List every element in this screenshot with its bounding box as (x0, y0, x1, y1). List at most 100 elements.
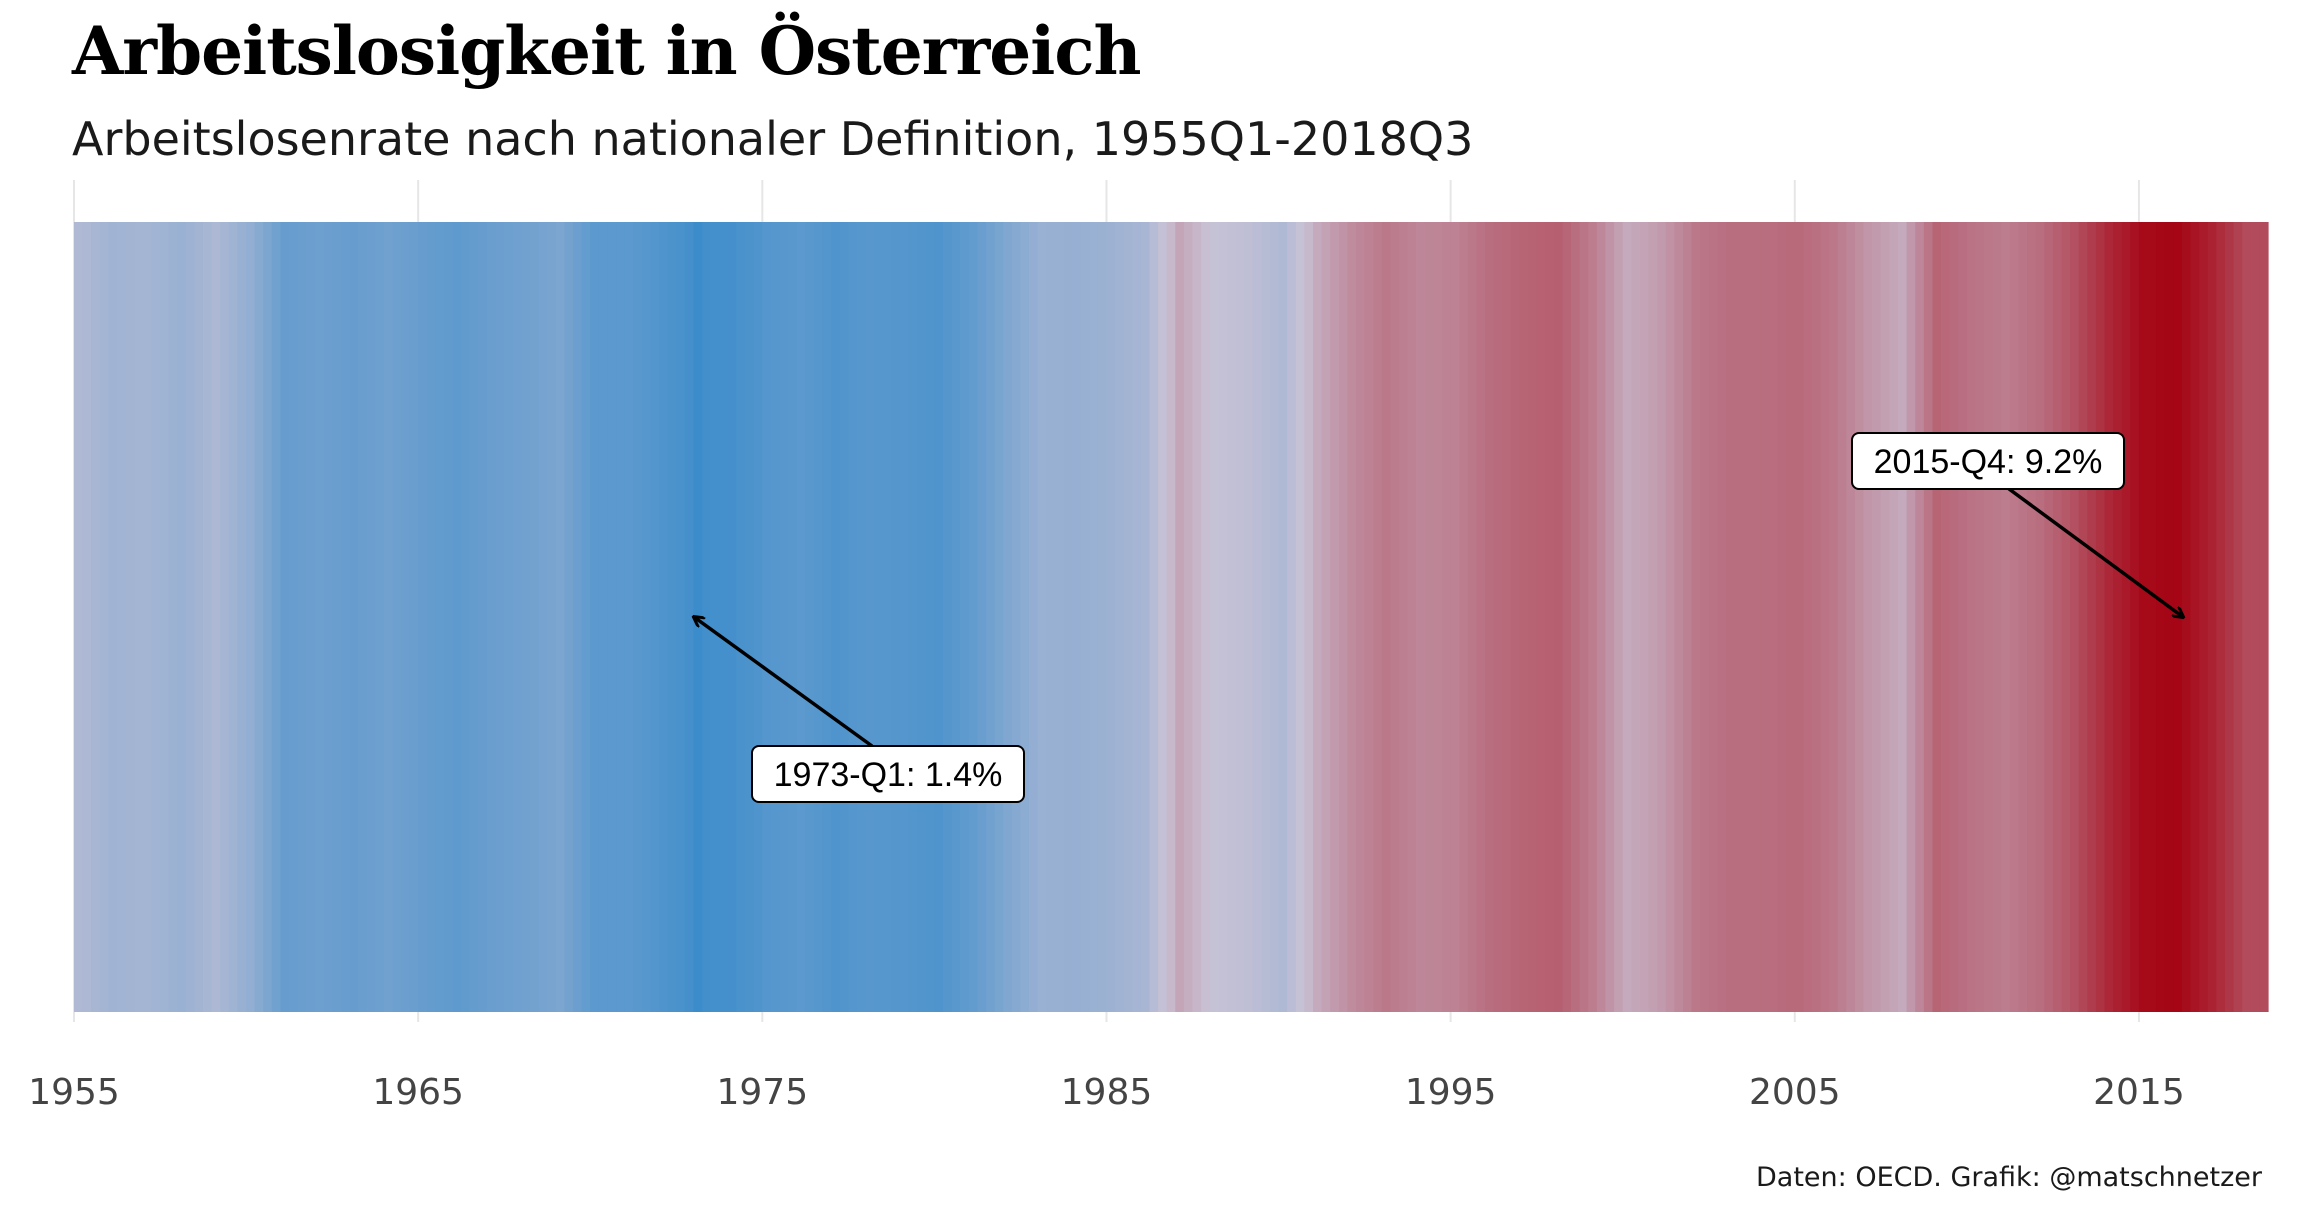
stripe-1984.750 (1097, 222, 1108, 1012)
stripe-2011.250 (2009, 222, 2020, 1012)
stripe-1996.000 (1485, 222, 1495, 1012)
stripe-2018.000 (2242, 222, 2252, 1012)
stripe-1988.250 (1218, 222, 1228, 1012)
stripe-1977.000 (831, 222, 841, 1012)
stripe-1999.500 (1605, 222, 1615, 1012)
stripe-1969.750 (581, 222, 591, 1012)
stripe-1974.500 (745, 222, 755, 1012)
x-axis-ticks: 1955 1965 1975 1985 1995 2005 2015 (28, 1072, 2185, 1113)
stripe-1969.250 (564, 222, 574, 1012)
stripe-1991.250 (1321, 222, 1331, 1012)
stripe-2000.750 (1648, 222, 1658, 1012)
stripe-1971.750 (650, 222, 660, 1012)
annotation-box-2015 (1851, 432, 2125, 490)
stripe-1974.250 (736, 222, 746, 1012)
stripe-1958.750 (203, 222, 213, 1012)
x-tick-label-1955: 1955 (28, 1072, 120, 1113)
stripe-1956.250 (117, 222, 127, 1012)
stripe-1991.750 (1338, 222, 1348, 1012)
stripe-2011.000 (2001, 222, 2011, 1012)
stripe-1973.500 (710, 222, 720, 1012)
stripe-2005.250 (1803, 222, 1813, 1012)
stripe-2004.000 (1760, 222, 1770, 1012)
stripe-1986.250 (1149, 222, 1159, 1012)
x-tick-label-1975: 1975 (717, 1072, 809, 1113)
stripe-1979.000 (899, 222, 910, 1012)
stripe-1964.250 (392, 222, 402, 1012)
stripe-1987.000 (1175, 222, 1185, 1012)
stripe-1959.000 (211, 222, 221, 1012)
stripe-1963.500 (366, 222, 376, 1012)
stripe-1994.250 (1424, 222, 1435, 1012)
stripe-1976.500 (813, 222, 824, 1012)
stripe-2012.000 (2035, 222, 2045, 1012)
stripe-2000.250 (1631, 222, 1641, 1012)
stripe-1982.250 (1011, 222, 1022, 1012)
stripe-1975.500 (779, 222, 789, 1012)
stripe-1985.750 (1132, 222, 1142, 1012)
stripe-1983.250 (1046, 222, 1056, 1012)
stripe-1993.500 (1399, 222, 1409, 1012)
stripe-2001.250 (1665, 222, 1675, 1012)
stripe-2018.250 (2250, 222, 2260, 1012)
stripe-1968.000 (521, 222, 531, 1012)
stripe-1955.250 (82, 222, 92, 1012)
stripe-1989.250 (1252, 222, 1262, 1012)
stripe-1990.000 (1278, 222, 1288, 1012)
stripe-1960.250 (254, 222, 264, 1012)
stripe-1959.250 (220, 222, 230, 1012)
stripe-1965.250 (426, 222, 436, 1012)
annotation-box-1973 (751, 745, 1025, 803)
x-tick-label-1985: 1985 (1061, 1072, 1153, 1113)
stripe-1990.750 (1304, 222, 1314, 1012)
stripe-1973.750 (719, 222, 729, 1012)
stripe-1992.750 (1373, 222, 1383, 1012)
stripe-1989.750 (1269, 222, 1280, 1012)
stripe-group (74, 222, 2269, 1012)
stripe-1992.500 (1364, 222, 1374, 1012)
stripe-2015.750 (2164, 222, 2174, 1012)
stripe-1970.000 (590, 222, 600, 1012)
stripe-1973.250 (702, 222, 712, 1012)
stripe-1989.000 (1244, 222, 1254, 1012)
stripe-1984.500 (1089, 222, 1099, 1012)
x-tick-label-1995: 1995 (1405, 1072, 1497, 1113)
stripe-1967.000 (486, 222, 497, 1012)
stripe-2017.750 (2233, 222, 2243, 1012)
stripe-2009.500 (1949, 222, 1959, 1012)
annotation-arrow-2015 (2003, 484, 2183, 617)
stripe-1987.500 (1192, 222, 1202, 1012)
stripe-2003.000 (1725, 222, 1736, 1012)
stripe-2008.250 (1906, 222, 1916, 1012)
stripe-2006.250 (1837, 222, 1848, 1012)
stripe-2010.750 (1992, 222, 2002, 1012)
stripe-1983.750 (1063, 222, 1073, 1012)
stripe-1966.000 (452, 222, 462, 1012)
stripe-1976.000 (796, 222, 806, 1012)
stripe-2007.750 (1889, 222, 1899, 1012)
stripe-1965.500 (435, 222, 445, 1012)
stripe-1988.500 (1226, 222, 1237, 1012)
stripe-2016.750 (2199, 222, 2209, 1012)
stripe-1958.500 (194, 222, 204, 1012)
stripe-1962.750 (340, 222, 350, 1012)
stripe-2014.000 (2104, 222, 2114, 1012)
stripe-1955.500 (91, 222, 101, 1012)
stripe-2017.500 (2224, 222, 2235, 1012)
stripe-2010.250 (1975, 222, 1985, 1012)
stripe-2007.250 (1872, 222, 1882, 1012)
stripe-2000.500 (1639, 222, 1650, 1012)
stripe-1981.250 (977, 222, 987, 1012)
stripe-1987.250 (1183, 222, 1194, 1012)
stripe-1987.750 (1201, 222, 1211, 1012)
stripe-1970.750 (616, 222, 626, 1012)
stripe-1981.750 (994, 222, 1004, 1012)
stripe-1968.500 (538, 222, 548, 1012)
stripe-2017.000 (2207, 222, 2217, 1012)
stripe-1964.500 (400, 222, 411, 1012)
stripe-2013.750 (2095, 222, 2106, 1012)
x-tick-label-1965: 1965 (372, 1072, 464, 1113)
stripe-1981.500 (986, 222, 996, 1012)
x-tick-label-2015: 2015 (2093, 1072, 2185, 1113)
stripe-1966.500 (469, 222, 479, 1012)
